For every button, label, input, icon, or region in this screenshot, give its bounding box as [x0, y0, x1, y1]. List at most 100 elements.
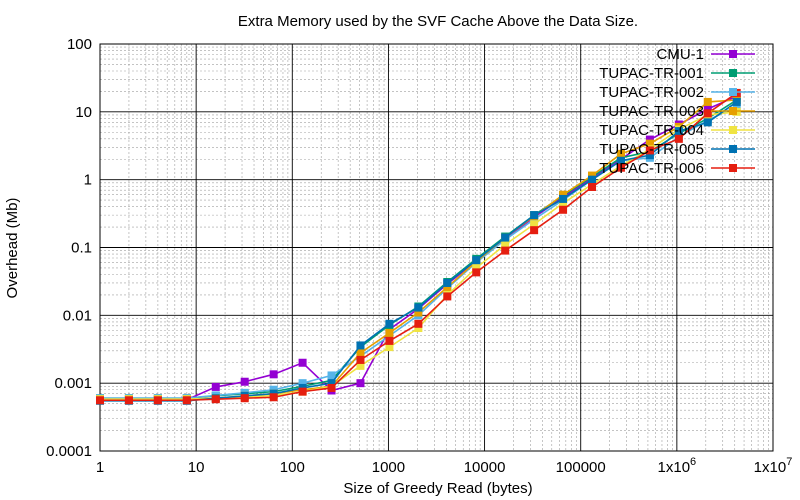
data-point	[298, 379, 307, 388]
data-point	[414, 319, 423, 328]
data-point	[472, 256, 481, 265]
legend-marker	[729, 164, 737, 172]
data-point	[674, 127, 683, 136]
data-point	[443, 292, 452, 301]
y-tick-label: 0.01	[63, 307, 92, 324]
data-point	[124, 396, 133, 405]
x-tick-label: 10	[188, 459, 205, 476]
data-point	[703, 97, 712, 106]
data-point	[501, 233, 510, 242]
data-point	[703, 109, 712, 118]
data-point	[211, 395, 220, 404]
data-point	[385, 343, 394, 352]
data-point	[153, 396, 162, 405]
legend-label: TUPAC-TR-005	[599, 141, 704, 158]
data-point	[588, 182, 597, 191]
data-point	[645, 151, 654, 160]
data-point	[559, 205, 568, 214]
data-point	[530, 220, 539, 229]
data-point	[530, 211, 539, 220]
data-point	[559, 194, 568, 203]
data-point	[327, 371, 336, 380]
data-point	[443, 283, 452, 292]
data-point	[414, 303, 423, 312]
data-point	[732, 97, 741, 106]
x-axis-label: Size of Greedy Read (bytes)	[343, 480, 532, 497]
data-point	[385, 336, 394, 345]
data-point	[530, 226, 539, 235]
data-point	[645, 146, 654, 155]
y-tick-label: 0.001	[54, 375, 92, 392]
data-point	[385, 319, 394, 328]
data-point	[501, 246, 510, 255]
data-point	[269, 393, 278, 402]
data-point	[645, 135, 654, 144]
series-tupac-tr-006	[96, 88, 741, 405]
data-point	[703, 105, 712, 114]
data-point	[240, 377, 249, 386]
data-point	[588, 175, 597, 184]
y-axis-label: Overhead (Mb)	[4, 198, 21, 299]
axes: 1 10 100 1000 10000 100000 1x106 1x107 0.0001 0.0…	[46, 36, 792, 476]
legend-label: CMU-1	[657, 46, 705, 63]
data-point	[559, 199, 568, 208]
legend-marker	[729, 126, 737, 134]
x-tick-label: 10000	[464, 459, 506, 476]
data-point	[356, 341, 365, 350]
data-point	[327, 383, 336, 392]
data-point	[240, 394, 249, 403]
data-point	[298, 358, 307, 367]
legend-marker	[729, 107, 737, 115]
x-tick-label: 100000	[556, 459, 606, 476]
data-point	[588, 171, 597, 180]
data-point	[327, 379, 336, 388]
data-point	[674, 134, 683, 143]
data-point	[616, 163, 625, 172]
data-point	[96, 396, 104, 405]
legend-label: TUPAC-TR-004	[599, 122, 704, 139]
x-tick-label: 1x106	[658, 456, 697, 476]
data-point	[645, 139, 654, 148]
y-tick-label: 0.0001	[46, 443, 92, 460]
legend-label: TUPAC-TR-002	[599, 84, 704, 101]
data-point	[616, 149, 625, 158]
x-tick-label: 1x107	[754, 456, 793, 476]
y-tick-label: 10	[75, 104, 92, 121]
x-tick-label: 100	[280, 459, 305, 476]
x-tick-label: 1000	[372, 459, 405, 476]
data-point	[414, 324, 423, 333]
data-point	[501, 240, 510, 249]
plot-area	[96, 88, 741, 405]
y-tick-label: 100	[67, 36, 92, 53]
data-point	[385, 328, 394, 337]
legend-marker	[729, 145, 737, 153]
data-point	[703, 118, 712, 127]
x-tick-label: 1	[96, 459, 104, 476]
data-point	[472, 268, 481, 277]
legend-label: TUPAC-TR-006	[599, 160, 704, 177]
data-point	[356, 355, 365, 364]
legend: CMU-1 TUPAC-TR-001 TUPAC-TR-002 TUPAC-TR-00…	[599, 46, 755, 177]
data-point	[559, 190, 568, 199]
data-point	[616, 156, 625, 165]
data-point	[414, 308, 423, 317]
legend-marker	[729, 50, 737, 58]
data-point	[211, 382, 220, 391]
data-point	[443, 278, 452, 287]
data-point	[356, 361, 365, 370]
y-tick-label: 0.1	[71, 240, 92, 257]
legend-marker	[729, 69, 737, 77]
data-point	[269, 370, 278, 379]
chart-title: Extra Memory used by the SVF Cache Above…	[238, 13, 638, 30]
data-point	[356, 379, 365, 388]
y-tick-label: 1	[84, 172, 92, 189]
data-point	[356, 348, 365, 357]
legend-label: TUPAC-TR-001	[599, 65, 704, 82]
plot-border	[99, 43, 774, 452]
data-point	[472, 263, 481, 272]
data-point	[182, 396, 191, 405]
data-point	[732, 102, 741, 111]
data-point	[298, 387, 307, 396]
